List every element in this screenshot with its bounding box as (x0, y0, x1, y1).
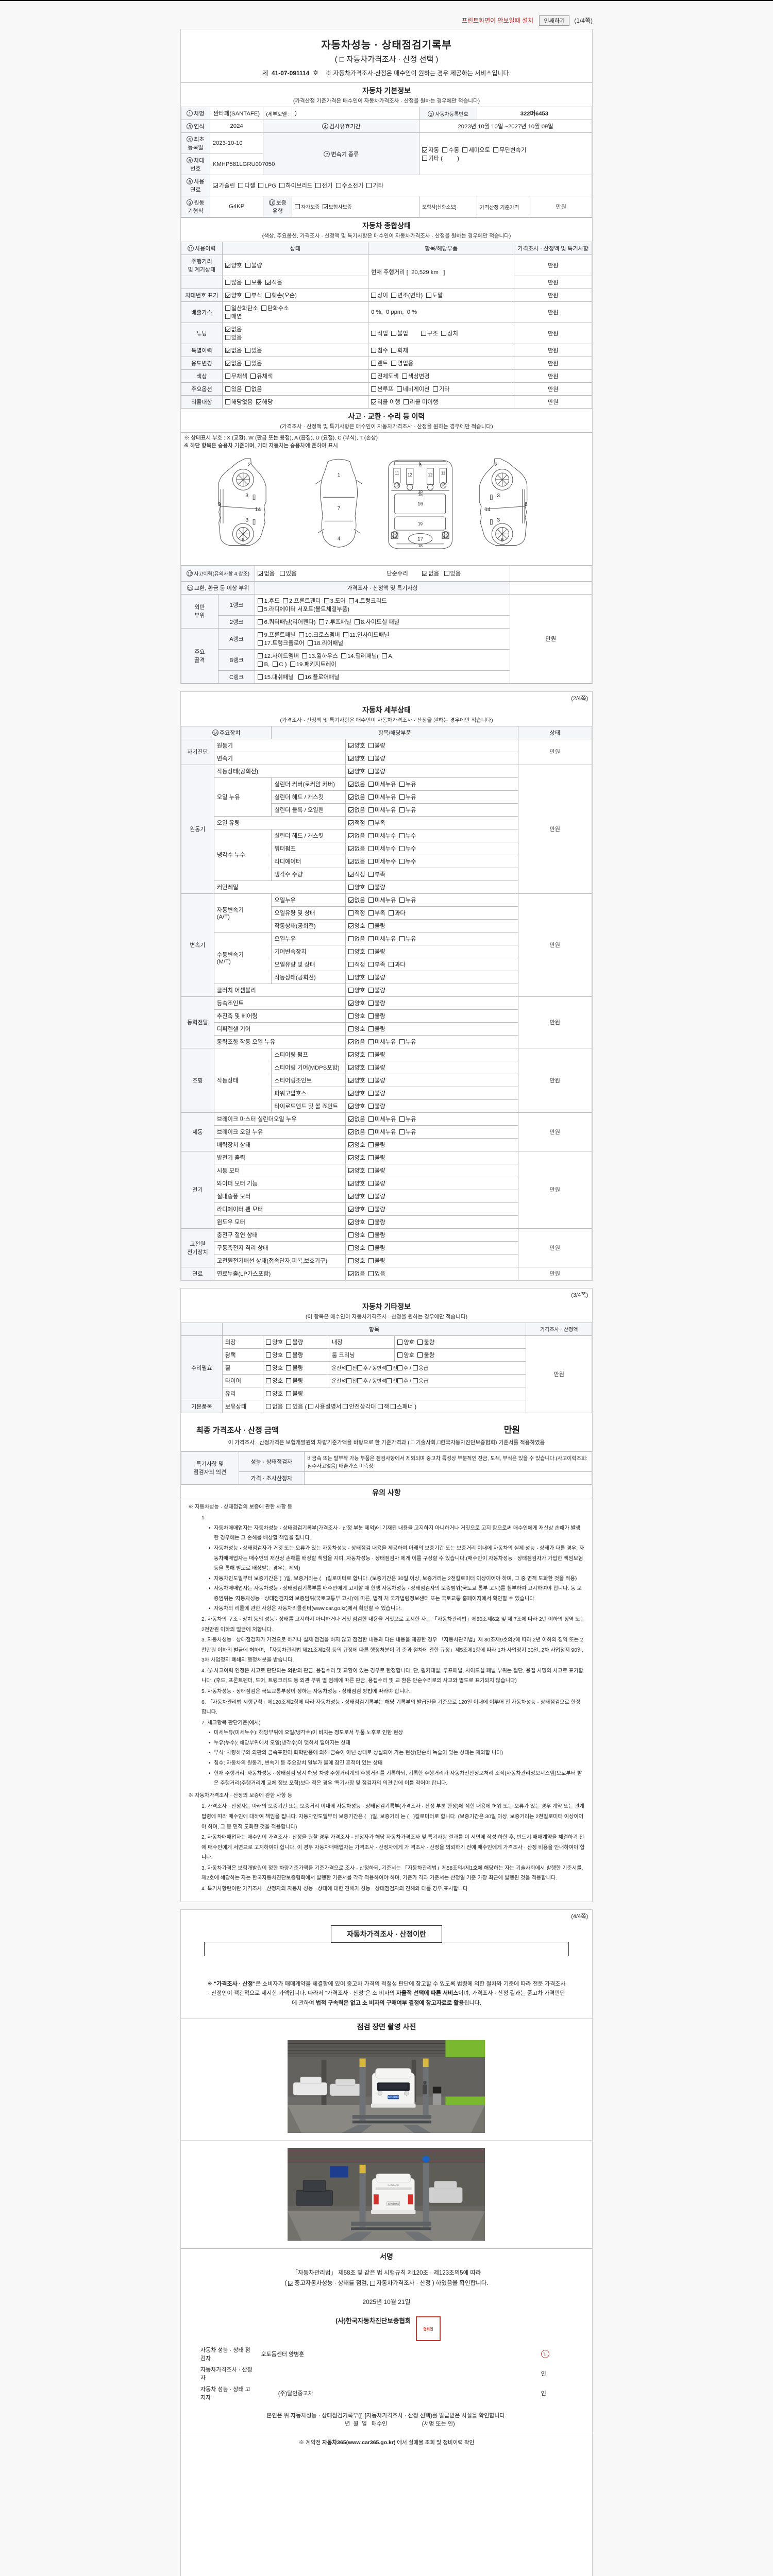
svg-text:1: 1 (338, 472, 341, 478)
svg-text:9: 9 (419, 464, 421, 468)
svg-text:322머6453: 322머6453 (388, 2202, 399, 2206)
svg-text:7: 7 (338, 506, 341, 512)
svg-text:15: 15 (418, 492, 423, 497)
svg-text:8: 8 (525, 502, 528, 507)
svg-text:2: 2 (248, 462, 251, 468)
svg-text:322머6453: 322머6453 (388, 2095, 399, 2099)
svg-text:3: 3 (497, 493, 500, 499)
svg-text:8: 8 (218, 502, 221, 507)
svg-text:3: 3 (245, 517, 248, 523)
svg-text:11: 11 (441, 471, 445, 476)
svg-text:11: 11 (395, 471, 399, 476)
svg-text:14: 14 (484, 507, 491, 513)
svg-text:17: 17 (417, 536, 424, 542)
svg-text:16: 16 (417, 501, 424, 507)
svg-text:12: 12 (392, 534, 397, 539)
svg-text:2: 2 (495, 462, 498, 468)
svg-text:SANTAFE: SANTAFE (388, 2184, 400, 2187)
svg-text:12: 12 (443, 534, 448, 539)
svg-text:13: 13 (395, 483, 399, 487)
svg-text:4: 4 (338, 536, 341, 541)
svg-text:13: 13 (441, 483, 446, 487)
svg-text:14: 14 (255, 507, 261, 513)
svg-text:19: 19 (418, 522, 423, 527)
svg-text:3: 3 (245, 493, 248, 499)
svg-text:3: 3 (497, 517, 500, 523)
svg-text:12: 12 (428, 473, 433, 478)
svg-text:6: 6 (242, 537, 245, 543)
svg-text:6: 6 (501, 537, 504, 543)
svg-text:12: 12 (408, 473, 412, 478)
svg-text:18: 18 (418, 544, 423, 548)
